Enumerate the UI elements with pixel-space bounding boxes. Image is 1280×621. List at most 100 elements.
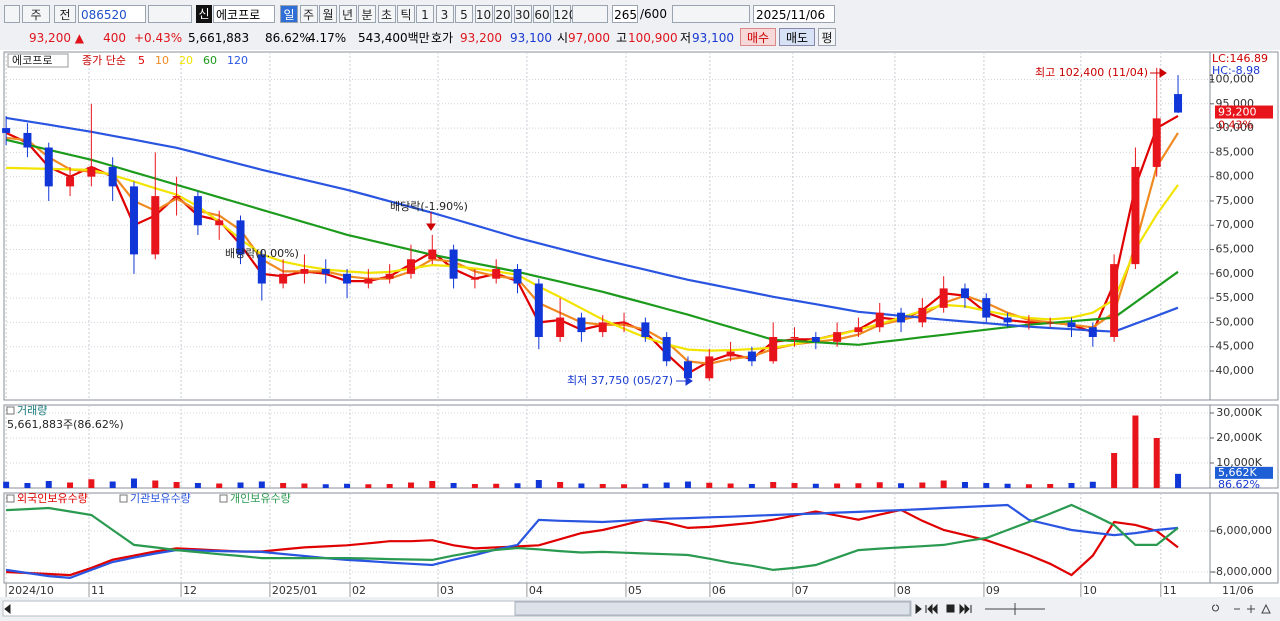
buy-button[interactable]: 매수 xyxy=(740,28,776,46)
candle-body xyxy=(534,283,543,337)
annotation-arrow xyxy=(676,376,693,386)
volume-bar xyxy=(1132,415,1139,488)
period-button[interactable]: 초 xyxy=(377,5,396,23)
candle-body xyxy=(470,278,479,280)
zoom-buttons[interactable] xyxy=(985,603,1271,615)
tool-icons[interactable] xyxy=(672,5,750,23)
y-tick-label: 85,000 xyxy=(1216,145,1255,158)
candle-body xyxy=(1067,322,1076,328)
candle-body xyxy=(236,220,245,255)
period-button[interactable]: 30 xyxy=(513,5,532,23)
volume-bar xyxy=(919,482,926,488)
annotation-arrow xyxy=(426,212,436,231)
candle-body xyxy=(343,273,352,284)
period-button[interactable]: 60 xyxy=(533,5,551,23)
legend-box xyxy=(7,53,69,68)
holding-line xyxy=(6,503,1179,572)
open-label: 시 xyxy=(557,31,569,45)
period-button[interactable]: 10 xyxy=(474,5,493,23)
search-buttons[interactable] xyxy=(148,5,192,23)
candle-body xyxy=(960,288,969,299)
volume-bar xyxy=(194,483,201,488)
candle-body xyxy=(257,254,266,284)
volume-bar xyxy=(130,478,137,488)
candle-body xyxy=(705,356,714,379)
price: 93,200 ▲ xyxy=(28,31,84,45)
count[interactable]: 265 xyxy=(612,5,638,23)
x-tick-label: 07 xyxy=(795,584,809,597)
candle-body xyxy=(87,166,96,177)
menu-icon[interactable] xyxy=(4,5,20,23)
period-button[interactable]: 주 xyxy=(299,5,318,23)
badge: 신 xyxy=(196,5,212,23)
panel-title: 거래량 xyxy=(17,404,47,417)
period-button[interactable]: 년 xyxy=(338,5,357,23)
x-tick-label: 03 xyxy=(440,584,454,597)
period-button[interactable]: 월 xyxy=(319,5,337,23)
volume-bar xyxy=(855,483,862,488)
legend-entry: 10 xyxy=(155,54,169,67)
volume-bar xyxy=(237,482,244,488)
open: 97,000 xyxy=(568,31,610,45)
amount: 543,400백만 xyxy=(358,31,430,45)
bid: 93,100 xyxy=(510,31,552,45)
candle-body xyxy=(1046,322,1055,324)
avg-button[interactable]: 평 xyxy=(818,28,836,46)
period-button[interactable]: 틱 xyxy=(397,5,415,23)
legend-entry: 외국인보유수량 xyxy=(17,492,88,505)
period-button[interactable]: 3 xyxy=(435,5,454,23)
dropdown[interactable] xyxy=(572,5,608,23)
volume-bar xyxy=(386,484,393,488)
volume-bar xyxy=(663,482,670,488)
code-input[interactable]: 086520 xyxy=(78,5,146,23)
candle-body xyxy=(449,249,458,279)
volume-bar xyxy=(706,482,713,488)
volume-bar xyxy=(45,481,52,488)
y-tick-label: 45,000 xyxy=(1216,340,1255,353)
sell-button[interactable]: 매도 xyxy=(779,28,815,46)
compare-select[interactable]: 전 xyxy=(54,5,76,23)
volume-bar xyxy=(834,483,841,488)
volume-bar xyxy=(429,481,436,488)
volume-bar xyxy=(471,484,478,488)
candle-body xyxy=(193,196,202,226)
ma-line xyxy=(5,116,1179,333)
period-button[interactable]: 5 xyxy=(455,5,473,23)
candle-body xyxy=(811,336,820,342)
volume-bar xyxy=(173,482,180,488)
volume-bar xyxy=(876,482,883,488)
last-volume: 5,662K xyxy=(1218,466,1257,479)
x-tick-label: 06 xyxy=(712,584,726,597)
scroll-buttons[interactable] xyxy=(4,603,972,615)
market-select[interactable]: 주 xyxy=(22,5,50,23)
date-input[interactable]: 2025/11/06 xyxy=(753,5,835,23)
volume-bar xyxy=(535,480,542,488)
period-button[interactable]: 120 xyxy=(552,5,576,23)
period-button[interactable]: 분 xyxy=(358,5,376,23)
panel-frame xyxy=(3,404,1211,489)
volume-bar xyxy=(88,479,95,488)
x-tick-label: 2025/01 xyxy=(272,584,318,597)
volume-bar xyxy=(1111,453,1118,488)
y-tick-label: 80,000 xyxy=(1216,170,1255,183)
candle-body xyxy=(641,322,650,337)
volume-bar xyxy=(940,480,947,488)
candle-body xyxy=(1131,166,1140,265)
axis-area xyxy=(1209,492,1279,584)
last-volume-badge xyxy=(1215,466,1273,479)
candle-body xyxy=(1003,317,1012,323)
annotation: 최저 37,750 (05/27) xyxy=(567,374,673,387)
period-button[interactable]: 20 xyxy=(494,5,512,23)
annotation: 최고 102,400 (11/04) xyxy=(1035,66,1148,79)
period-button[interactable]: 일 xyxy=(280,5,298,23)
candle-body xyxy=(513,268,522,284)
scroll-thumb[interactable] xyxy=(514,601,911,616)
panel-subtitle: 5,661,883주(86.62%) xyxy=(7,418,124,431)
y-tick-label: 40,000 xyxy=(1216,364,1255,377)
period-button[interactable]: 1 xyxy=(416,5,434,23)
candle-body xyxy=(1152,118,1161,167)
candle-body xyxy=(2,128,11,133)
candle-body xyxy=(406,259,415,274)
volume-bar xyxy=(493,483,500,488)
